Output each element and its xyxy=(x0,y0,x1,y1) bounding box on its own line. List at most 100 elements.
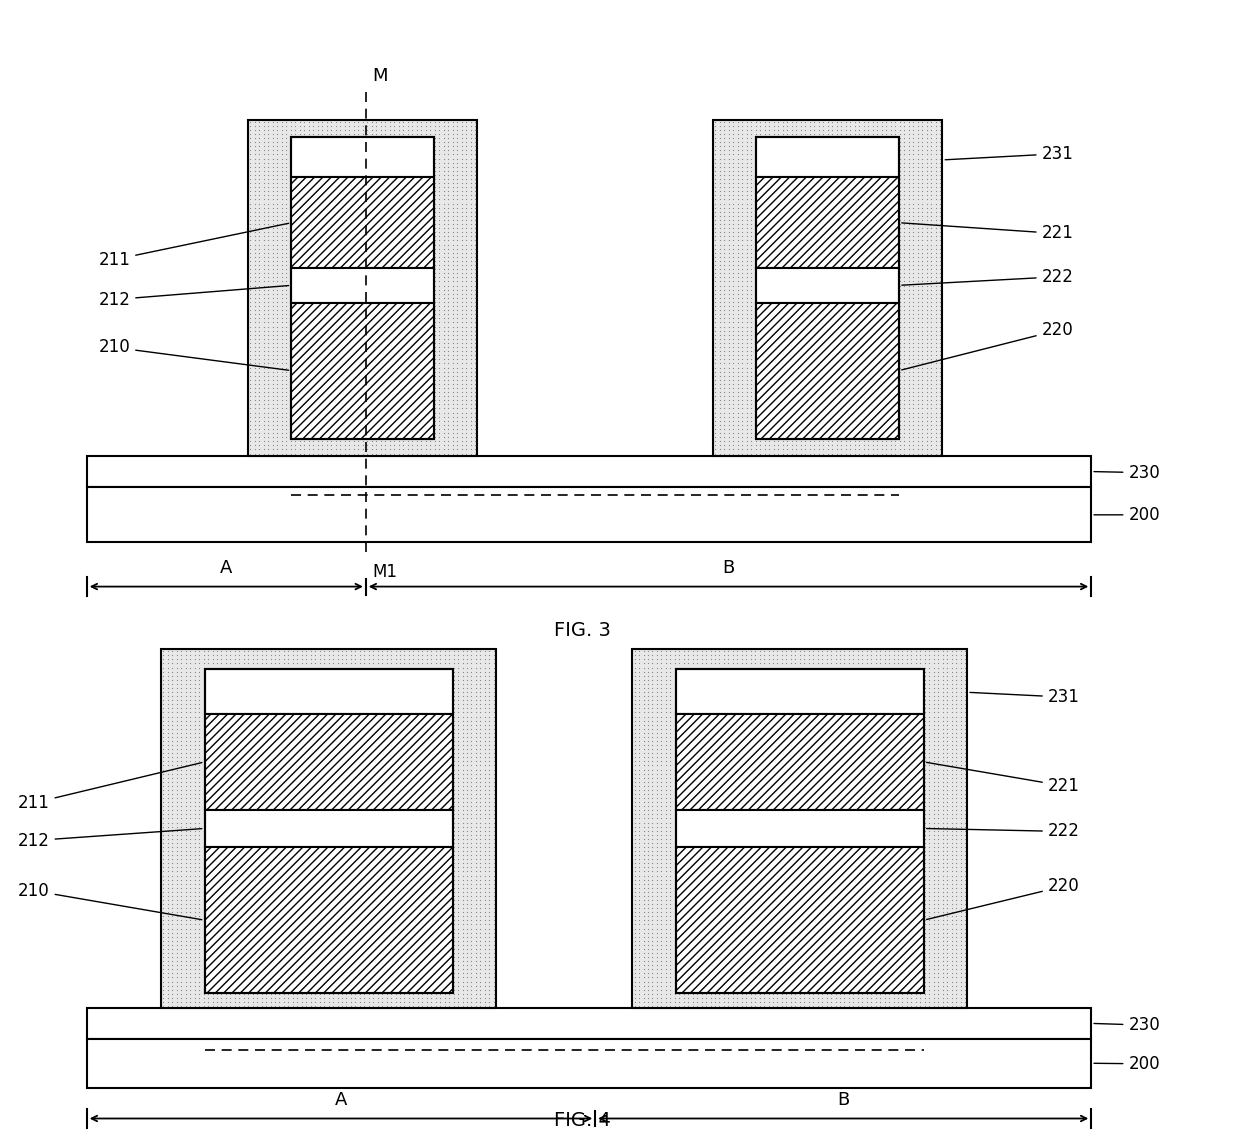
Point xyxy=(884,674,904,693)
Point xyxy=(835,695,854,713)
Point xyxy=(913,260,932,278)
Point xyxy=(818,154,838,172)
Point xyxy=(692,956,712,974)
Point xyxy=(308,395,327,413)
Point xyxy=(224,948,244,966)
Point xyxy=(955,646,975,664)
Point xyxy=(879,732,899,751)
Point xyxy=(728,305,748,323)
Point xyxy=(335,436,355,454)
Point xyxy=(399,699,419,718)
Point xyxy=(190,801,210,819)
Point xyxy=(723,846,743,865)
Point xyxy=(885,387,905,405)
Point xyxy=(207,663,227,681)
Point xyxy=(723,655,743,673)
Point xyxy=(243,780,263,798)
Point xyxy=(773,671,792,689)
Point xyxy=(321,444,341,462)
Point xyxy=(718,944,738,962)
Point xyxy=(795,137,815,155)
Point xyxy=(894,162,914,180)
Point xyxy=(461,354,481,372)
Point xyxy=(212,924,232,942)
Point xyxy=(877,359,897,377)
Point xyxy=(807,927,827,945)
Point xyxy=(800,190,820,208)
Point xyxy=(790,989,810,1007)
Point xyxy=(629,801,649,819)
Point xyxy=(732,748,751,767)
Point xyxy=(665,895,684,913)
Point xyxy=(763,663,782,681)
Point xyxy=(167,976,187,994)
Point xyxy=(412,338,432,357)
Point xyxy=(910,976,930,994)
Point xyxy=(465,395,485,413)
Point xyxy=(683,658,703,677)
Point xyxy=(951,793,971,811)
Point xyxy=(332,699,352,718)
Point xyxy=(813,301,833,319)
Point xyxy=(393,133,413,151)
Point xyxy=(924,965,944,983)
Point xyxy=(257,846,277,865)
Point xyxy=(781,911,801,929)
Point xyxy=(301,712,321,730)
Point xyxy=(867,318,887,336)
Point xyxy=(157,846,177,865)
Point xyxy=(402,133,422,151)
Point xyxy=(379,305,399,323)
Point xyxy=(800,416,820,434)
Point xyxy=(830,699,849,718)
Point xyxy=(867,231,887,249)
Point xyxy=(224,646,244,664)
Point xyxy=(234,715,254,734)
Point xyxy=(398,428,418,446)
Point xyxy=(279,883,299,901)
Point xyxy=(247,732,267,751)
Point xyxy=(678,834,698,852)
Point xyxy=(839,854,859,872)
Point xyxy=(444,944,464,962)
Point xyxy=(420,244,440,262)
Point xyxy=(781,391,801,409)
Point xyxy=(402,334,422,352)
Point xyxy=(461,916,481,934)
Point xyxy=(229,878,249,896)
Point xyxy=(759,133,779,151)
Point xyxy=(234,810,254,828)
Point xyxy=(379,260,399,278)
Point xyxy=(877,125,897,144)
Point xyxy=(937,674,957,693)
Point xyxy=(340,428,360,446)
Point xyxy=(673,903,693,921)
Point xyxy=(305,805,325,823)
Point xyxy=(362,146,382,164)
Point xyxy=(439,842,459,860)
Point xyxy=(461,891,481,909)
Point xyxy=(687,899,707,917)
Point xyxy=(294,354,314,372)
Point xyxy=(415,125,435,144)
Point xyxy=(723,288,743,306)
Point xyxy=(180,748,200,767)
Point xyxy=(776,785,796,803)
Point xyxy=(379,326,399,344)
Point xyxy=(408,691,428,710)
Point xyxy=(355,756,374,775)
Point xyxy=(719,313,739,331)
Point xyxy=(732,867,751,885)
Point xyxy=(316,174,336,192)
Point xyxy=(362,190,382,208)
Point xyxy=(393,174,413,192)
Point xyxy=(484,756,503,775)
Point xyxy=(634,932,653,950)
Point xyxy=(647,984,667,1002)
Point xyxy=(696,780,715,798)
Point xyxy=(408,777,428,795)
Point xyxy=(393,411,413,429)
Point xyxy=(665,940,684,958)
Point xyxy=(899,166,919,185)
Point xyxy=(238,981,258,999)
